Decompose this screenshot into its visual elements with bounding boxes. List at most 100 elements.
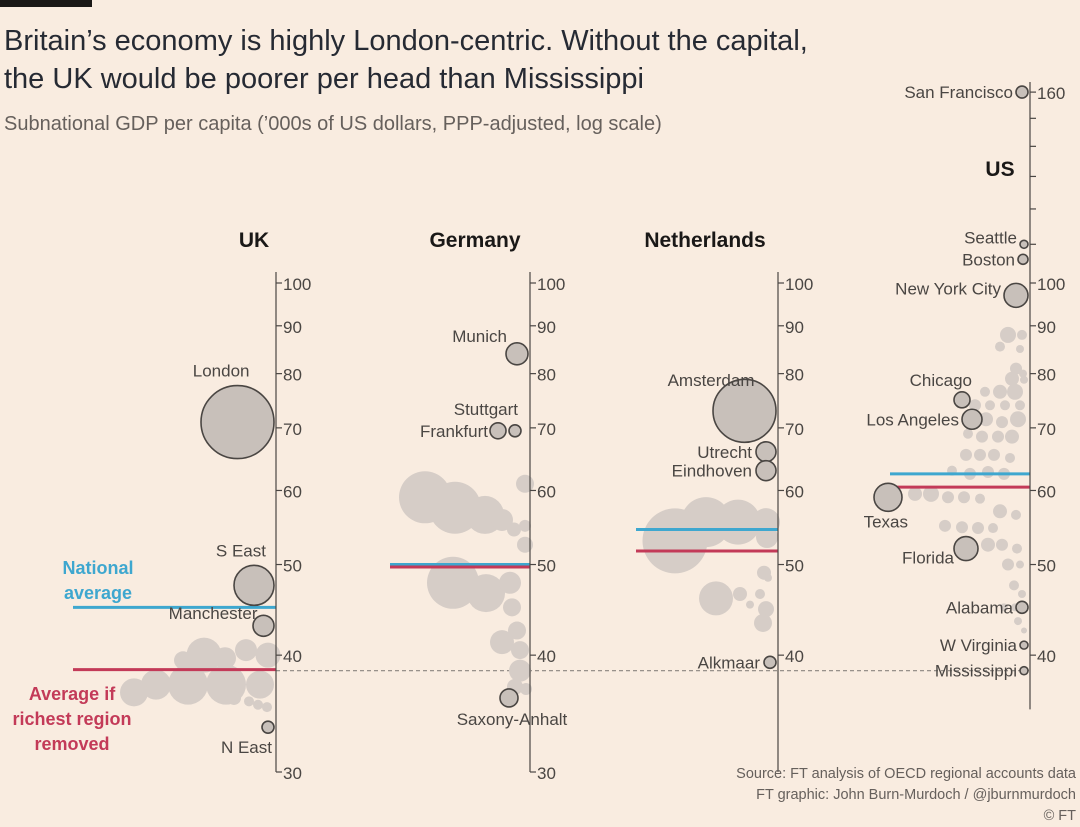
region-label-stuttgart: Stuttgart [454,400,519,419]
region-bubble-germany [427,556,479,609]
region-bubble-us [1010,362,1022,375]
panel-title-us: US [985,158,1014,181]
region-label-boston: Boston [962,250,1015,269]
legend-average-richest-removed-line-2: richest region [12,709,131,729]
y-tick-label-netherlands-70: 70 [785,420,804,439]
region-bubble-uk [244,696,254,707]
source-note: Source: FT analysis of OECD regional acc… [736,766,1076,782]
region-bubble-alabama [1015,600,1029,615]
y-tick-label-germany-60: 60 [537,482,556,501]
region-bubble-manchester [252,614,275,638]
region-bubble-us [993,504,1007,519]
region-bubble-netherlands [756,526,778,549]
region-bubble-saxony-anhalt [499,688,519,708]
region-bubble-netherlands [746,600,754,609]
region-bubble-germany [508,621,526,640]
y-tick-label-germany-50: 50 [537,557,556,576]
region-label-utrecht: Utrecht [697,443,752,462]
region-bubble-us [1020,375,1028,384]
region-label-alabama: Alabama [946,598,1014,617]
y-tick-label-uk-100: 100 [283,275,311,294]
region-label-san-francisco: San Francisco [904,83,1013,102]
region-bubble-us [963,428,973,439]
region-bubble-us [923,485,939,502]
y-tick-label-uk-50: 50 [283,557,302,576]
y-tick-label-netherlands-100: 100 [785,275,813,294]
region-bubble-us [1016,345,1024,354]
region-bubble-us [993,384,1007,399]
region-bubble-us [1002,558,1014,571]
region-label-n-east: N East [221,738,272,757]
region-bubble-us [1000,603,1008,612]
region-bubble-us [958,491,970,504]
region-bubble-us [1000,326,1016,343]
region-bubble-n-east [261,720,275,734]
region-bubble-us [1016,560,1024,569]
region-label-new-york-city: New York City [895,279,1001,298]
region-bubble-los-angeles [961,408,983,431]
region-bubble-us [1018,590,1026,599]
region-bubble-us [1005,452,1015,463]
y-tick-label-netherlands-50: 50 [785,557,804,576]
region-bubble-netherlands [733,587,747,602]
region-label-seattle: Seattle [964,228,1017,247]
region-bubble-us [974,448,986,461]
region-bubble-us [1015,400,1025,411]
region-bubble-germany [509,659,531,682]
region-bubble-us [1007,383,1023,400]
y-tick-label-us-60: 60 [1037,482,1056,501]
region-bubble-amsterdam [712,378,777,444]
legend-national-average-line-1: National [62,558,133,578]
region-bubble-us [1021,627,1027,634]
legend-average-richest-removed-line-1: Average if [29,684,116,704]
region-bubble-germany [490,630,514,655]
region-label-london: London [193,362,250,381]
y-tick-label-uk-70: 70 [283,420,302,439]
y-tick-label-netherlands-80: 80 [785,366,804,385]
region-bubble-uk [235,639,257,662]
region-bubble-germany [467,574,505,613]
chart-title: Britain’s economy is highly London-centr… [4,22,1004,98]
region-bubble-uk [141,669,171,700]
y-tick-label-us-50: 50 [1037,557,1056,576]
region-bubble-eindhoven [755,459,777,482]
region-bubble-texas [873,482,903,513]
region-bubble-uk [120,678,148,707]
region-bubble-us [1000,400,1010,411]
region-bubble-utrecht [755,440,777,463]
region-bubble-w-virginia [1019,640,1029,650]
y-tick-label-us-40: 40 [1037,647,1056,666]
region-bubble-us [1012,543,1022,554]
region-bubble-us [1005,429,1019,444]
region-bubble-us [982,465,994,478]
region-label-texas: Texas [864,512,908,531]
region-bubble-uk [246,670,274,699]
region-label-munich: Munich [452,327,507,346]
region-bubble-boston [1017,253,1029,266]
region-bubble-netherlands [758,601,774,618]
region-label-mississippi: Mississippi [935,662,1017,681]
region-bubble-uk [227,690,241,705]
y-tick-label-us-90: 90 [1037,318,1056,337]
y-tick-label-uk-80: 80 [283,366,302,385]
y-tick-label-uk-30: 30 [283,764,302,783]
region-bubble-us [1014,617,1022,626]
region-bubble-germany [507,522,521,537]
region-bubble-us [980,386,990,397]
region-bubble-stuttgart [508,423,522,438]
region-bubble-florida [953,535,979,562]
region-bubble-us [1019,369,1027,378]
region-bubble-us [960,448,972,461]
region-bubble-germany [517,536,533,553]
region-label-los-angeles: Los Angeles [866,410,959,429]
region-bubble-us [1011,509,1021,520]
region-bubble-new-york-city [1003,282,1029,309]
region-bubble-us [908,486,922,501]
y-tick-label-us-100: 100 [1037,275,1065,294]
region-bubble-netherlands [755,589,765,600]
region-bubble-uk [186,637,222,673]
y-tick-label-us-80: 80 [1037,366,1056,385]
graphic-credit: FT graphic: John Burn-Murdoch / @jburnmu… [756,787,1076,803]
region-bubble-london [200,384,275,460]
region-bubble-germany [519,519,531,532]
